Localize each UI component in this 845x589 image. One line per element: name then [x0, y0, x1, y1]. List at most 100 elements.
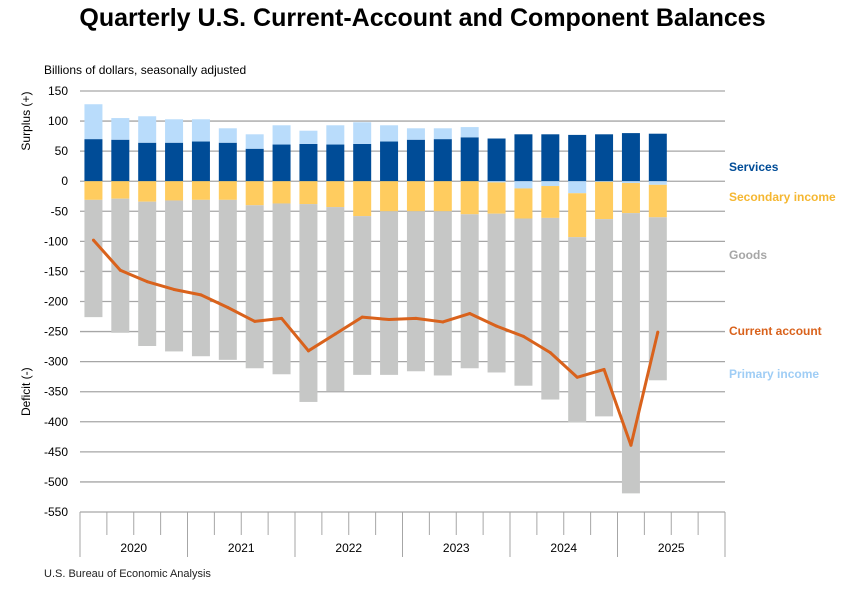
- bar-goods-2024Q1: [514, 218, 533, 386]
- source-note: U.S. Bureau of Economic Analysis: [44, 568, 211, 580]
- bar-goods-2023Q4: [487, 213, 506, 373]
- bar-primary-2024Q4: [595, 181, 614, 182]
- bar-services-2025Q1: [621, 133, 640, 182]
- legend-services: Services: [729, 160, 779, 174]
- y-tick-label: -400: [44, 415, 68, 429]
- bar-services-2024Q1: [514, 134, 533, 182]
- bar-secondary-2021Q2: [218, 181, 237, 200]
- current-account-point-2021Q2: [226, 306, 230, 310]
- current-account-point-2025Q1: [629, 443, 633, 447]
- bar-goods-2024Q4: [595, 219, 614, 417]
- bar-services-2024Q4: [595, 134, 614, 182]
- legend-secondary-income: Secondary income: [729, 190, 836, 204]
- bar-primary-2024Q2: [541, 181, 560, 187]
- y-tick-label: -450: [44, 445, 68, 459]
- current-account-point-2023Q1: [414, 316, 418, 320]
- bar-secondary-2024Q4: [595, 181, 614, 220]
- bar-primary-2024Q3: [568, 181, 587, 194]
- bar-primary-2022Q1: [299, 130, 318, 144]
- bar-secondary-2024Q3: [568, 193, 587, 238]
- bar-primary-2023Q2: [433, 128, 452, 140]
- x-year-label: 2020: [120, 541, 147, 555]
- bar-secondary-2021Q1: [191, 181, 210, 200]
- bar-services-2020Q2: [111, 139, 130, 182]
- current-account-point-2024Q1: [521, 334, 525, 338]
- legend-primary-income: Primary income: [729, 367, 820, 381]
- bar-secondary-2024Q2: [541, 186, 560, 218]
- bar-services-2023Q4: [487, 138, 506, 182]
- current-account-point-2022Q4: [387, 318, 391, 322]
- y-tick-label: -300: [44, 355, 68, 369]
- bar-secondary-2023Q1: [406, 181, 425, 212]
- current-account-point-2020Q4: [172, 287, 176, 291]
- y-tick-label: 0: [61, 174, 68, 188]
- bar-primary-2025Q2: [648, 181, 667, 185]
- bar-goods-2022Q4: [380, 211, 399, 375]
- y-tick-label: 50: [55, 144, 69, 158]
- y-tick-label: -350: [44, 385, 68, 399]
- bar-goods-2025Q1: [621, 213, 640, 494]
- bar-primary-2023Q1: [406, 128, 425, 140]
- bar-goods-2023Q2: [433, 211, 452, 376]
- chart-subtitle: Billions of dollars, seasonally adjusted: [44, 63, 247, 77]
- x-year-label: 2024: [550, 541, 577, 555]
- bar-primary-2024Q1: [514, 181, 533, 189]
- bar-services-2022Q4: [380, 141, 399, 182]
- bar-services-2021Q2: [218, 142, 237, 182]
- bar-primary-2021Q3: [245, 134, 264, 149]
- bar-services-2022Q3: [353, 143, 372, 182]
- legend-goods: Goods: [729, 248, 767, 262]
- bar-primary-2021Q1: [191, 119, 210, 142]
- bar-goods-2020Q3: [138, 201, 157, 347]
- bar-goods-2025Q2: [648, 217, 667, 381]
- bar-goods-2023Q1: [406, 211, 425, 372]
- bar-secondary-2020Q2: [111, 181, 130, 199]
- bar-secondary-2022Q2: [326, 181, 345, 208]
- bar-secondary-2020Q1: [84, 181, 103, 200]
- bar-secondary-2022Q4: [380, 181, 399, 212]
- bar-secondary-2023Q4: [487, 182, 506, 214]
- y-tick-label: -500: [44, 475, 68, 489]
- bar-secondary-2022Q1: [299, 181, 318, 205]
- current-account-point-2020Q2: [118, 268, 122, 272]
- current-account-line: [92, 239, 660, 447]
- bar-goods-2021Q3: [245, 205, 264, 369]
- bar-goods-2020Q1: [84, 199, 103, 318]
- bar-primary-2021Q2: [218, 128, 237, 143]
- bar-goods-2022Q2: [326, 207, 345, 392]
- current-account-point-2020Q3: [145, 280, 149, 284]
- bar-goods-2020Q2: [111, 198, 130, 333]
- y-tick-label: -100: [44, 234, 68, 248]
- bar-services-2021Q3: [245, 148, 264, 182]
- bar-primary-2022Q3: [353, 122, 372, 144]
- bar-services-2023Q2: [433, 139, 452, 182]
- bar-goods-2020Q4: [165, 200, 184, 352]
- current-account-point-2023Q2: [441, 320, 445, 324]
- y-tick-label: 150: [48, 84, 68, 98]
- current-account-point-2021Q3: [253, 319, 257, 323]
- y-tick-label: -200: [44, 295, 68, 309]
- bar-services-2024Q2: [541, 134, 560, 182]
- y-axis-label-surplus: Surplus (+): [19, 92, 33, 151]
- bar-services-2020Q4: [165, 142, 184, 182]
- bar-services-2024Q3: [568, 134, 587, 182]
- bar-primary-2020Q1: [84, 104, 103, 140]
- bar-secondary-2021Q4: [272, 181, 291, 204]
- bar-primary-2020Q2: [111, 118, 130, 140]
- bar-goods-2022Q1: [299, 204, 318, 402]
- bar-secondary-2022Q3: [353, 181, 372, 217]
- bar-goods-2024Q2: [541, 217, 560, 400]
- y-axis-label-deficit: Deficit (-): [19, 367, 33, 416]
- bar-goods-2021Q4: [272, 203, 291, 375]
- y-tick-label: -50: [51, 204, 69, 218]
- bar-services-2021Q1: [191, 141, 210, 182]
- bar-primary-2020Q3: [138, 116, 157, 143]
- bar-services-2025Q2: [648, 133, 667, 182]
- bar-goods-2021Q2: [218, 199, 237, 360]
- current-account-point-2020Q1: [91, 238, 95, 242]
- bar-primary-2022Q2: [326, 125, 345, 145]
- bar-secondary-2025Q2: [648, 184, 667, 218]
- current-account-point-2024Q2: [548, 351, 552, 355]
- current-account-point-2021Q1: [199, 293, 203, 297]
